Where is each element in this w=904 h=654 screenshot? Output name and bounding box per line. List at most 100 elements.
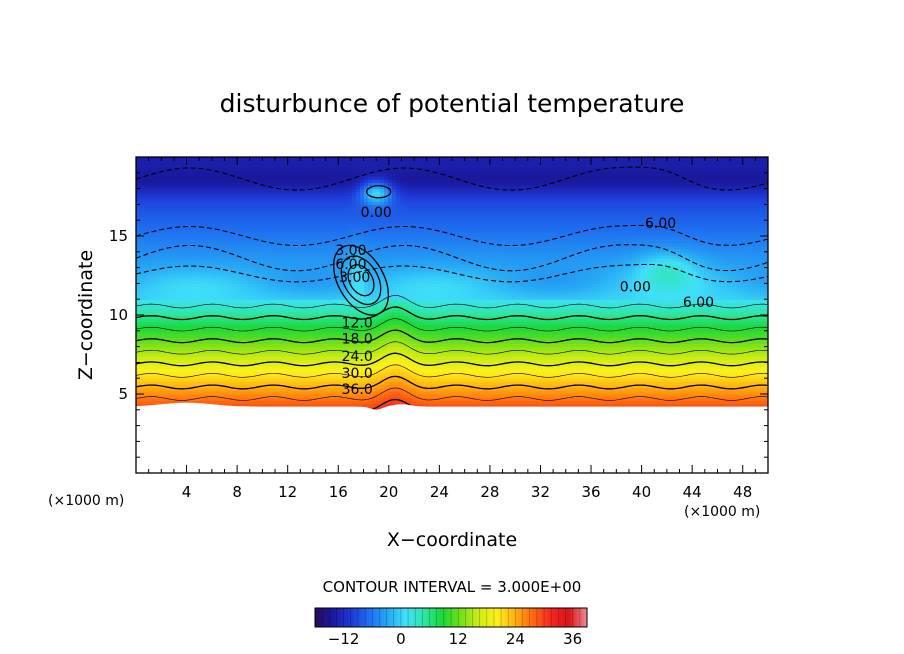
field-cell <box>180 356 185 360</box>
field-cell <box>208 321 213 326</box>
field-cell <box>164 400 169 405</box>
field-cell <box>220 213 225 218</box>
field-cell <box>164 375 169 379</box>
field-cell <box>200 343 205 348</box>
field-cell <box>148 166 153 171</box>
field-cell <box>184 210 189 215</box>
field-cell <box>160 286 165 291</box>
field-cell <box>176 226 181 231</box>
field-cell <box>176 160 181 164</box>
field-cell <box>184 201 189 205</box>
field-cell <box>228 163 233 168</box>
field-cell <box>220 264 225 269</box>
field-cell <box>224 258 229 262</box>
field-cell <box>224 340 229 345</box>
field-cell <box>136 182 141 187</box>
field-cell <box>176 277 181 281</box>
field-cell <box>156 204 161 209</box>
field-cell <box>148 248 153 253</box>
field-cell <box>140 349 145 354</box>
field-cell <box>204 226 209 231</box>
field-cell <box>228 349 233 354</box>
field-cell <box>140 292 145 297</box>
field-cell <box>200 254 205 259</box>
field-cell <box>184 368 189 373</box>
field-cell <box>160 239 165 243</box>
field-cell <box>192 302 197 307</box>
field-cell <box>156 201 161 205</box>
field-cell <box>144 365 149 370</box>
field-cell <box>212 210 217 215</box>
field-cell <box>188 286 193 291</box>
field-cell <box>212 384 217 389</box>
field-cell <box>152 191 157 196</box>
field-cell <box>192 292 197 297</box>
field-cell <box>172 362 177 367</box>
field-cell <box>188 387 193 392</box>
field-cell <box>164 220 169 224</box>
field-cell <box>164 179 169 183</box>
field-cell <box>160 254 165 259</box>
field-cell <box>172 311 177 316</box>
field-cell <box>156 330 161 335</box>
field-cell <box>136 400 141 405</box>
field-cell <box>160 343 165 348</box>
field-cell <box>152 296 157 300</box>
field-cell <box>224 245 229 250</box>
field-cell <box>140 318 145 322</box>
field-cell <box>180 394 185 398</box>
field-cell <box>220 194 225 199</box>
field-cell <box>160 210 165 215</box>
field-cell <box>140 302 145 307</box>
field-cell <box>168 191 173 196</box>
field-cell <box>228 324 233 329</box>
field-cell <box>208 378 213 382</box>
field-cell <box>204 220 209 224</box>
field-cell <box>156 267 161 272</box>
field-cell <box>188 280 193 284</box>
field-cell <box>160 378 165 382</box>
field-cell <box>176 384 181 389</box>
field-cell <box>168 346 173 351</box>
field-cell <box>196 213 201 218</box>
field-cell <box>164 226 169 231</box>
field-cell <box>228 239 233 243</box>
field-cell <box>224 311 229 316</box>
field-cell <box>208 387 213 392</box>
field-cell <box>200 188 205 193</box>
field-cell <box>188 327 193 332</box>
field-cell <box>140 387 145 392</box>
field-cell <box>220 330 225 335</box>
field-cell <box>220 220 225 224</box>
field-cell <box>148 305 153 310</box>
field-cell <box>168 343 173 348</box>
field-cell <box>136 248 141 253</box>
field-cell <box>192 311 197 316</box>
field-cell <box>180 223 185 228</box>
field-cell <box>148 365 153 370</box>
field-cell <box>148 368 153 373</box>
field-cell <box>212 267 217 272</box>
field-cell <box>220 378 225 382</box>
field-cell <box>200 371 205 376</box>
field-cell <box>152 292 157 297</box>
field-cell <box>212 242 217 247</box>
field-cell <box>156 324 161 329</box>
field-cell <box>176 362 181 367</box>
field-cell <box>200 213 205 218</box>
field-cell <box>184 198 189 202</box>
field-cell <box>172 220 177 224</box>
field-cell <box>200 337 205 341</box>
field-cell <box>156 384 161 389</box>
field-cell <box>224 400 229 405</box>
field-cell <box>172 267 177 272</box>
field-cell <box>200 191 205 196</box>
field-cell <box>144 283 149 288</box>
field-cell <box>164 242 169 247</box>
field-cell <box>196 251 201 256</box>
field-cell <box>176 356 181 360</box>
field-cell <box>172 191 177 196</box>
field-cell <box>140 356 145 360</box>
field-cell <box>140 365 145 370</box>
field-cell <box>136 318 141 322</box>
